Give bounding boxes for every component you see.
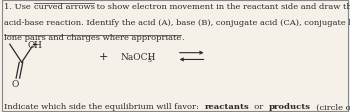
Text: or: or [249, 102, 268, 110]
Text: (circle one).: (circle one). [310, 102, 350, 110]
Text: O: O [27, 40, 35, 49]
Text: products: products [268, 102, 310, 110]
Text: acid-base reaction. Identify the acid (A), base (B), conjugate acid (CA), conjug: acid-base reaction. Identify the acid (A… [4, 18, 350, 26]
Text: to show electron movement in the reactant side and draw the product/s of the giv: to show electron movement in the reactan… [94, 3, 350, 11]
Text: .: . [181, 34, 184, 42]
Text: 3: 3 [147, 57, 151, 62]
Text: curved arrows: curved arrows [34, 3, 94, 11]
Text: H: H [34, 40, 42, 49]
Text: reactants: reactants [204, 102, 249, 110]
Text: Indicate which side the equilibrium will favor:: Indicate which side the equilibrium will… [4, 102, 204, 110]
Text: O: O [11, 79, 19, 88]
Text: lone pairs and charges where appropriate: lone pairs and charges where appropriate [4, 34, 181, 42]
Text: 1. Use: 1. Use [4, 3, 34, 11]
Text: NaOCH: NaOCH [121, 52, 156, 61]
Text: +: + [99, 52, 108, 61]
